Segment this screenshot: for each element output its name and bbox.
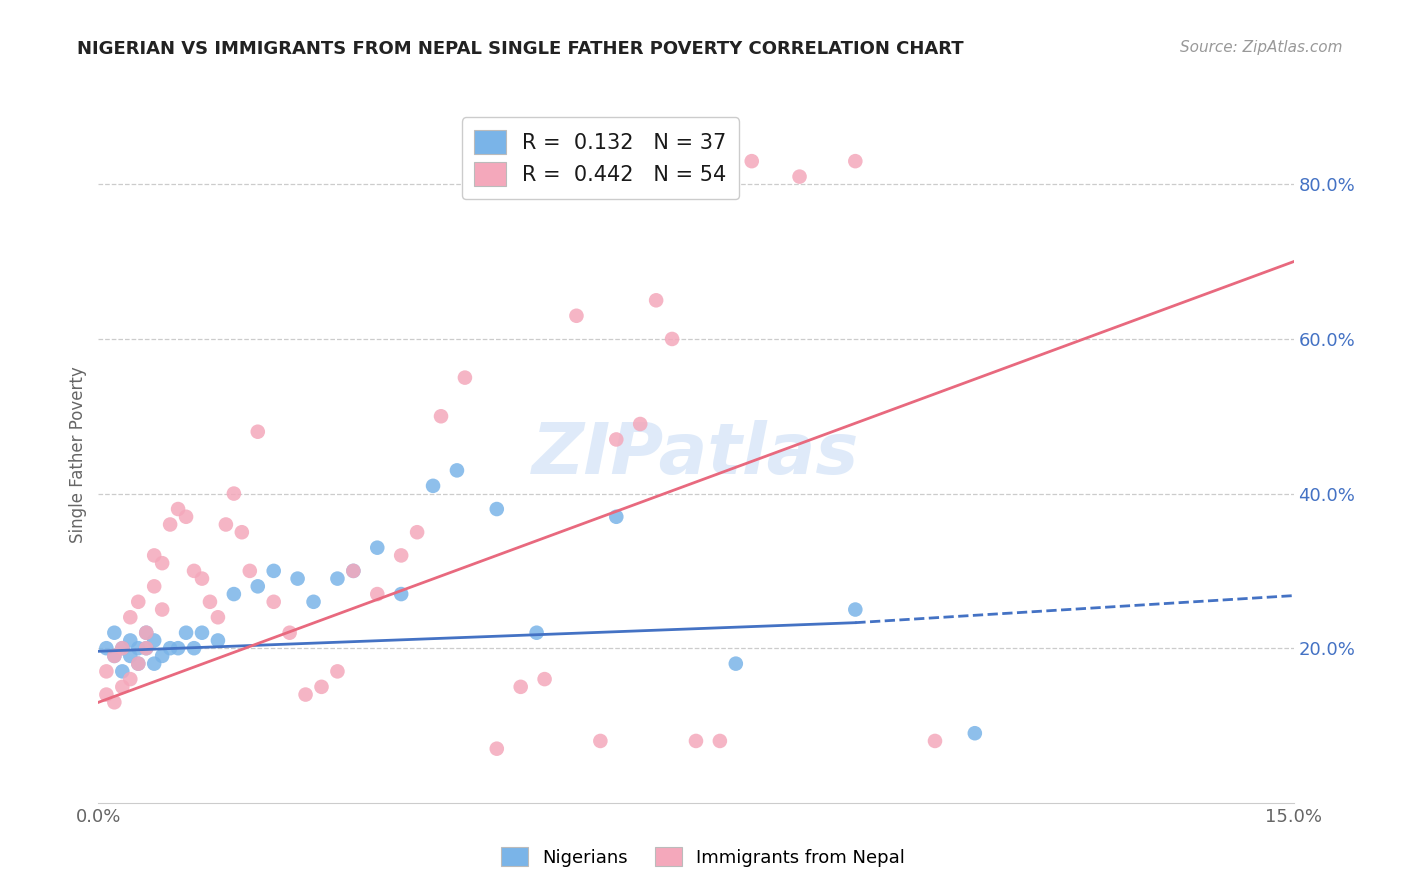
- Point: [127, 657, 149, 671]
- Point: [150, 648, 173, 663]
- Point: [326, 665, 349, 679]
- Point: [143, 579, 166, 593]
- Point: [326, 572, 349, 586]
- Point: [605, 433, 627, 447]
- Point: [406, 525, 429, 540]
- Point: [96, 665, 118, 679]
- Point: [509, 680, 531, 694]
- Point: [111, 641, 134, 656]
- Text: Source: ZipAtlas.com: Source: ZipAtlas.com: [1180, 40, 1343, 55]
- Point: [120, 648, 142, 663]
- Point: [183, 564, 205, 578]
- Point: [628, 417, 651, 431]
- Point: [222, 587, 245, 601]
- Point: [103, 648, 125, 663]
- Point: [294, 688, 316, 702]
- Point: [183, 641, 205, 656]
- Point: [159, 641, 181, 656]
- Point: [159, 517, 181, 532]
- Point: [963, 726, 986, 740]
- Point: [422, 479, 444, 493]
- Point: [263, 564, 285, 578]
- Point: [533, 672, 555, 686]
- Point: [222, 486, 245, 500]
- Point: [103, 648, 125, 663]
- Point: [127, 641, 149, 656]
- Point: [215, 517, 238, 532]
- Point: [150, 556, 173, 570]
- Point: [485, 741, 508, 756]
- Point: [709, 734, 731, 748]
- Point: [844, 602, 866, 616]
- Point: [143, 657, 166, 671]
- Point: [167, 641, 190, 656]
- Point: [924, 734, 946, 748]
- Point: [605, 509, 627, 524]
- Point: [844, 154, 866, 169]
- Point: [127, 657, 149, 671]
- Point: [120, 633, 142, 648]
- Point: [589, 734, 612, 748]
- Point: [246, 579, 269, 593]
- Point: [135, 641, 157, 656]
- Point: [661, 332, 683, 346]
- Point: [111, 680, 134, 694]
- Point: [135, 625, 157, 640]
- Point: [724, 657, 747, 671]
- Point: [167, 502, 190, 516]
- Point: [135, 641, 157, 656]
- Point: [174, 509, 197, 524]
- Point: [366, 541, 388, 555]
- Text: ZIPatlas: ZIPatlas: [533, 420, 859, 490]
- Point: [366, 587, 388, 601]
- Point: [111, 641, 134, 656]
- Point: [191, 572, 214, 586]
- Point: [565, 309, 588, 323]
- Point: [685, 734, 707, 748]
- Point: [741, 154, 763, 169]
- Point: [120, 672, 142, 686]
- Point: [485, 502, 508, 516]
- Point: [111, 665, 134, 679]
- Point: [446, 463, 468, 477]
- Point: [143, 549, 166, 563]
- Point: [150, 602, 173, 616]
- Point: [198, 595, 221, 609]
- Text: NIGERIAN VS IMMIGRANTS FROM NEPAL SINGLE FATHER POVERTY CORRELATION CHART: NIGERIAN VS IMMIGRANTS FROM NEPAL SINGLE…: [77, 40, 965, 58]
- Point: [96, 641, 118, 656]
- Point: [120, 610, 142, 624]
- Point: [430, 409, 453, 424]
- Point: [287, 572, 309, 586]
- Point: [191, 625, 214, 640]
- Point: [246, 425, 269, 439]
- Point: [389, 549, 412, 563]
- Point: [207, 610, 229, 624]
- Point: [143, 633, 166, 648]
- Point: [231, 525, 253, 540]
- Point: [342, 564, 364, 578]
- Point: [342, 564, 364, 578]
- Point: [239, 564, 262, 578]
- Legend: Nigerians, Immigrants from Nepal: Nigerians, Immigrants from Nepal: [494, 840, 912, 874]
- Legend: R =  0.132   N = 37, R =  0.442   N = 54: R = 0.132 N = 37, R = 0.442 N = 54: [461, 118, 740, 199]
- Point: [389, 587, 412, 601]
- Point: [103, 625, 125, 640]
- Point: [263, 595, 285, 609]
- Point: [789, 169, 811, 184]
- Point: [127, 595, 149, 609]
- Point: [454, 370, 477, 384]
- Point: [135, 625, 157, 640]
- Point: [103, 695, 125, 709]
- Point: [96, 688, 118, 702]
- Point: [302, 595, 325, 609]
- Point: [645, 293, 668, 308]
- Point: [207, 633, 229, 648]
- Point: [278, 625, 301, 640]
- Point: [174, 625, 197, 640]
- Y-axis label: Single Father Poverty: Single Father Poverty: [69, 367, 87, 543]
- Point: [311, 680, 333, 694]
- Point: [526, 625, 548, 640]
